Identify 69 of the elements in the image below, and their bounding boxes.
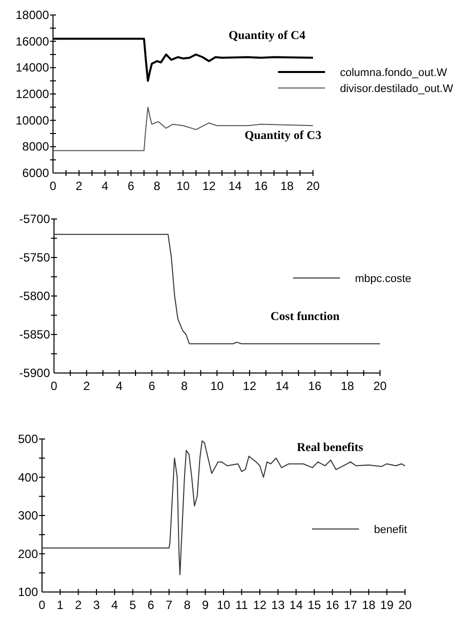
x-tick-label: 10 — [176, 179, 190, 193]
y-tick-label: 16000 — [16, 34, 50, 48]
x-tick-label: 12 — [242, 379, 257, 393]
line-series — [42, 440, 406, 576]
x-tick-label: 17 — [344, 598, 358, 612]
x-tick-label: 4 — [111, 598, 118, 612]
x-tick-label: 20 — [373, 379, 387, 393]
x-tick-label: 9 — [202, 598, 210, 612]
x-tick-label: 2 — [74, 598, 82, 612]
x-tick-label: 14 — [228, 179, 242, 193]
legend-label: columna.fondo_out.W — [340, 67, 448, 79]
x-tick-label: 19 — [380, 598, 394, 612]
y-tick-label: 400 — [18, 470, 38, 484]
y-tick-label: -5700 — [19, 212, 50, 226]
x-tick-label: 4 — [116, 379, 123, 393]
x-tick-label: 2 — [83, 379, 90, 393]
x-tick-label: 20 — [306, 179, 320, 193]
y-tick-label: 100 — [18, 585, 38, 599]
y-tick-label: -5850 — [19, 328, 50, 342]
legend-label: mbpc.coste — [355, 273, 412, 285]
x-tick-label: 8 — [181, 379, 188, 393]
x-tick-label: 12 — [202, 179, 216, 193]
y-tick-label: 6000 — [22, 166, 50, 180]
x-tick-label: 16 — [326, 598, 340, 612]
x-tick-label: 0 — [50, 179, 57, 193]
x-tick-label: 16 — [308, 379, 322, 393]
x-tick-label: 2 — [76, 179, 83, 193]
x-tick-label: 13 — [271, 598, 285, 612]
x-tick-label: 6 — [148, 379, 156, 393]
x-tick-label: 16 — [254, 179, 268, 193]
x-tick-label: 10 — [210, 379, 224, 393]
y-tick-label: 500 — [18, 432, 38, 446]
y-tick-label: 18000 — [16, 8, 50, 22]
y-tick-label: -5800 — [19, 289, 50, 303]
x-tick-label: 10 — [216, 598, 230, 612]
x-tick-label: 6 — [128, 179, 135, 193]
annotation: Quantity of C4 — [228, 28, 306, 42]
legend-label: divisor.destilado_out.W — [340, 83, 454, 95]
x-tick-label: 18 — [280, 179, 294, 193]
x-tick-label: 18 — [340, 379, 354, 393]
x-tick-label: 7 — [166, 598, 173, 612]
y-tick-label: 300 — [18, 508, 38, 522]
y-tick-label: 200 — [18, 546, 38, 561]
x-tick-label: 14 — [276, 379, 290, 393]
x-tick-label: 0 — [38, 598, 46, 612]
y-tick-label: 8000 — [22, 140, 50, 154]
x-tick-label: 14 — [289, 598, 304, 612]
x-tick-label: 5 — [129, 598, 136, 612]
y-tick-label: -5900 — [19, 366, 50, 380]
x-tick-label: 4 — [102, 179, 109, 193]
x-tick-label: 11 — [235, 598, 248, 612]
x-tick-label: 8 — [184, 598, 191, 612]
y-tick-label: -5750 — [19, 250, 50, 264]
annotation: Cost function — [270, 309, 340, 323]
y-tick-label: 14000 — [16, 60, 50, 75]
annotation: Real benefits — [296, 440, 364, 454]
x-tick-label: 15 — [308, 598, 322, 612]
y-tick-label: 12000 — [16, 87, 50, 101]
legend-label: benefit — [374, 524, 408, 536]
x-tick-label: 6 — [148, 598, 155, 612]
annotation: Quantity of C3 — [244, 128, 322, 142]
x-tick-label: 20 — [398, 598, 412, 612]
x-tick-label: 3 — [93, 598, 100, 612]
x-tick-label: 12 — [253, 598, 267, 612]
x-tick-label: 8 — [154, 179, 161, 193]
x-tick-label: 18 — [362, 598, 376, 612]
x-tick-label: 1 — [56, 598, 64, 612]
y-tick-label: 10000 — [16, 113, 50, 128]
x-tick-label: 0 — [50, 379, 58, 393]
